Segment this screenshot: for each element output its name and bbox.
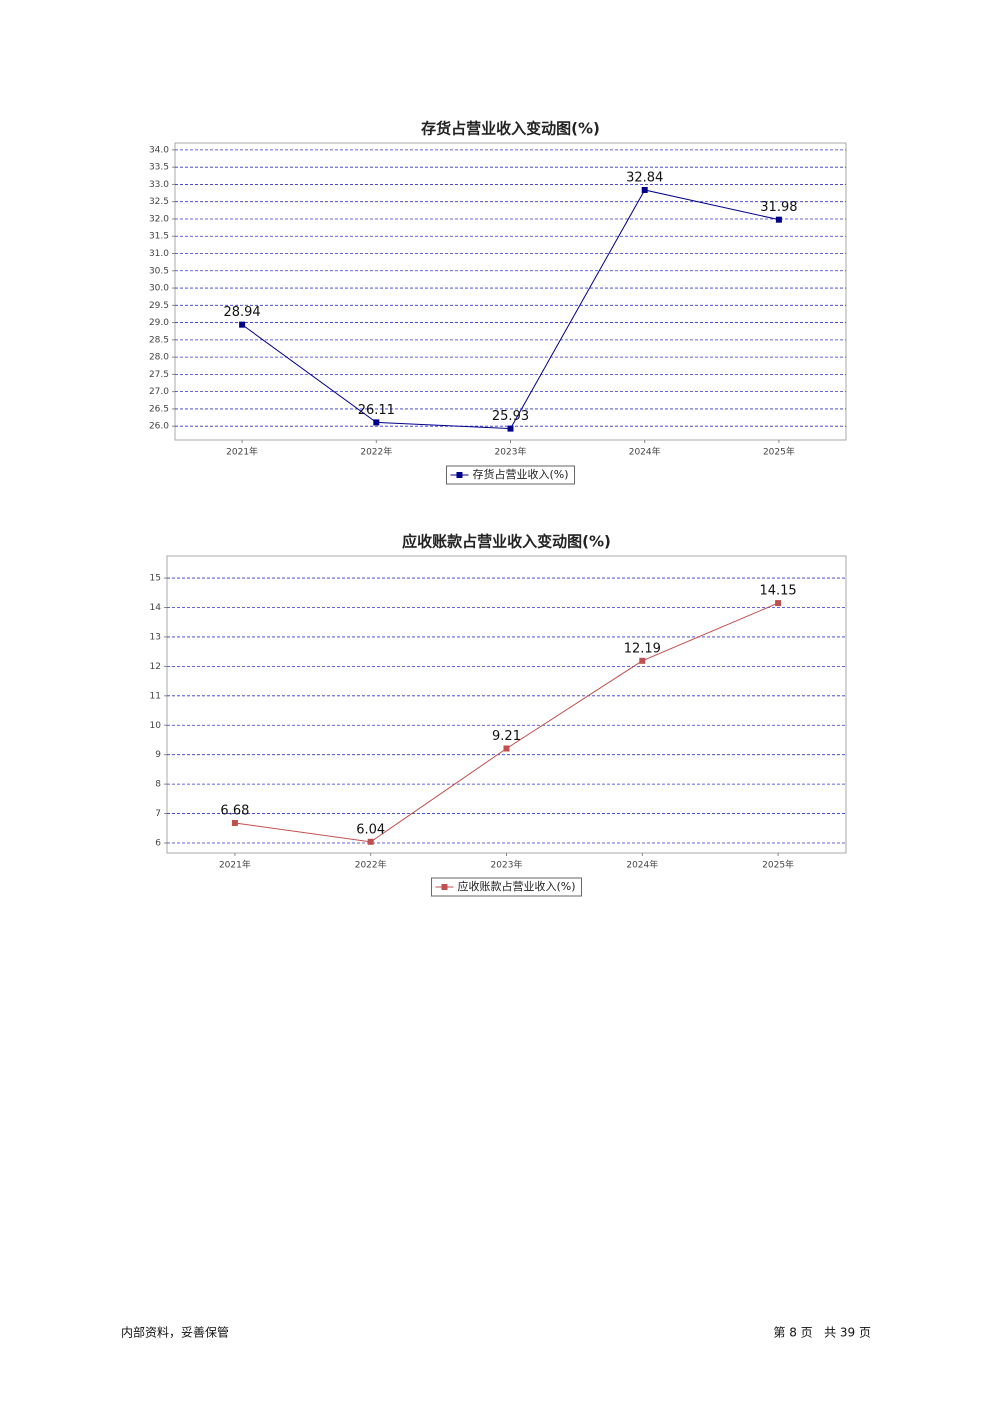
x-tick-label: 2025年	[762, 859, 794, 871]
footer-left: 内部资料，妥善保管	[121, 1325, 229, 1340]
y-tick-label: 9	[155, 750, 161, 760]
y-tick-label: 33.0	[149, 180, 169, 190]
value-label: 28.94	[223, 305, 260, 320]
point-marker	[507, 425, 514, 432]
footer-right: 第 8 页 共 39 页	[773, 1326, 871, 1340]
legend-marker	[456, 472, 463, 478]
value-label: 14.15	[759, 584, 796, 599]
y-tick-label: 11	[150, 691, 161, 701]
y-tick-label: 6	[155, 838, 161, 848]
x-tick-label: 2023年	[491, 859, 523, 871]
y-tick-label: 26.5	[149, 404, 169, 414]
y-tick-label: 29.5	[149, 301, 169, 311]
x-tick-label: 2022年	[355, 859, 387, 871]
y-tick-label: 12	[150, 662, 161, 672]
y-tick-label: 26.0	[149, 422, 169, 432]
y-tick-label: 8	[155, 780, 161, 790]
y-tick-label: 27.0	[149, 387, 169, 397]
value-label: 6.68	[220, 803, 249, 818]
value-label: 32.84	[626, 170, 663, 185]
y-tick-label: 10	[150, 721, 162, 731]
y-tick-label: 30.0	[149, 284, 169, 294]
y-tick-label: 13	[150, 632, 161, 642]
y-tick-label: 14	[150, 603, 162, 613]
point-marker	[775, 216, 782, 223]
y-tick-label: 34.0	[149, 145, 169, 155]
chart-title: 存货占营业收入变动图(%)	[421, 120, 600, 138]
y-tick-label: 31.5	[149, 232, 169, 242]
point-marker	[231, 819, 238, 826]
y-tick-label: 7	[155, 809, 161, 819]
y-tick-label: 30.5	[149, 266, 169, 276]
legend-box	[445, 465, 576, 485]
x-tick-label: 2025年	[763, 446, 795, 458]
legend-label: 存货占营业收入(%)	[472, 467, 568, 481]
x-tick-label: 2022年	[360, 446, 392, 458]
y-tick-label: 15	[150, 574, 161, 584]
x-tick-label: 2024年	[629, 446, 661, 458]
y-tick-label: 32.0	[149, 214, 169, 224]
chart-title: 应收账款占营业收入变动图(%)	[402, 533, 611, 551]
x-tick-label: 2024年	[626, 859, 658, 871]
point-marker	[641, 186, 648, 193]
value-label: 26.11	[358, 403, 395, 418]
y-tick-label: 28.5	[149, 335, 169, 345]
value-label: 31.98	[760, 200, 797, 215]
x-tick-label: 2021年	[219, 859, 251, 871]
y-tick-label: 27.5	[149, 370, 169, 380]
value-label: 6.04	[356, 822, 385, 837]
x-tick-label: 2023年	[495, 446, 527, 458]
point-marker	[373, 419, 380, 426]
value-label: 25.93	[492, 409, 529, 424]
y-tick-label: 28.0	[149, 353, 169, 363]
y-tick-label: 32.5	[149, 197, 169, 207]
point-marker	[775, 600, 782, 607]
plot-area	[174, 142, 847, 441]
legend-box	[430, 877, 583, 897]
y-tick-label: 31.0	[149, 249, 169, 259]
point-marker	[239, 321, 246, 328]
point-marker	[639, 657, 646, 664]
y-tick-label: 29.0	[149, 318, 169, 328]
point-marker	[503, 745, 510, 752]
legend-marker	[441, 884, 448, 890]
x-tick-label: 2021年	[226, 446, 258, 458]
legend-label: 应收账款占营业收入(%)	[457, 879, 575, 893]
y-tick-label: 33.5	[149, 163, 169, 173]
plot-area	[166, 555, 847, 854]
value-label: 9.21	[492, 729, 521, 744]
value-label: 12.19	[624, 641, 661, 656]
point-marker	[367, 838, 374, 845]
